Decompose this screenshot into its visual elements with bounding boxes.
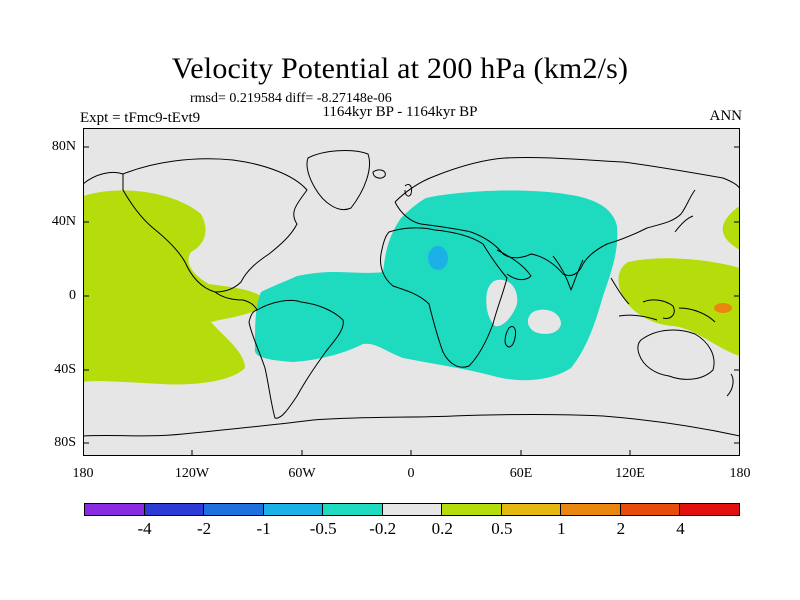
season-label: ANN	[709, 108, 743, 124]
positive-region-west-pacific	[618, 258, 740, 356]
colorbar-box	[560, 503, 621, 516]
lat-label-0: 0	[69, 288, 76, 303]
lat-label-40n: 40N	[51, 214, 76, 229]
lon-label-180w: 180	[72, 466, 94, 481]
colorbar-label: 2	[616, 519, 626, 538]
colorbar-box	[500, 503, 562, 516]
colorbar-label: -0.5	[309, 519, 337, 538]
axis-ticks	[83, 146, 740, 456]
colorbar-label: -2	[196, 519, 212, 538]
colorbar	[84, 503, 741, 516]
experiment-label: Expt = tFmc9-tEvt9	[80, 110, 201, 126]
lon-label-60e: 60E	[509, 466, 533, 481]
negative-core-sahara	[428, 246, 448, 270]
lon-label-180e: 180	[729, 466, 751, 481]
period-label: 1164kyr BP - 1164kyr BP	[322, 104, 478, 120]
map-panel	[83, 128, 740, 456]
colorbar-box	[381, 503, 443, 516]
colorbar-label: -1	[256, 519, 271, 538]
colorbar-label: 0.2	[431, 519, 453, 538]
colorbar-box	[203, 503, 264, 516]
positive-region-dateline-north	[722, 206, 740, 250]
colorbar-box	[143, 503, 205, 516]
colorbar-label: 1	[557, 519, 566, 538]
plot-title: Velocity Potential at 200 hPa (km2/s)	[171, 52, 629, 85]
colorbar-box	[262, 503, 324, 516]
lat-label-80n: 80N	[51, 139, 76, 154]
colorbar-label: -4	[137, 519, 152, 538]
lat-label-80s: 80S	[54, 435, 76, 450]
velocity-potential-map	[83, 128, 740, 456]
colorbar-box	[441, 503, 502, 516]
negative-region-africa-indian	[254, 190, 618, 381]
lon-label-60w: 60W	[288, 466, 316, 481]
colorbar-label: -0.2	[369, 519, 397, 538]
coastlines	[83, 150, 740, 437]
colorbar-label: 0.5	[491, 519, 513, 538]
lon-label-120e: 120E	[615, 466, 645, 481]
stats-line: rmsd= 0.219584 diff= -8.27148e-06	[190, 91, 392, 106]
colorbar-box	[84, 503, 145, 516]
positive-region-pacific	[83, 190, 267, 385]
neutral-hole-indian-ocean	[527, 309, 561, 334]
lon-label-0: 0	[407, 466, 415, 481]
colorbar-box	[619, 503, 681, 516]
colorbar-box	[679, 503, 741, 516]
colorbar-label: 4	[676, 519, 685, 538]
lon-label-120w: 120W	[174, 466, 210, 481]
colorbar-box	[322, 503, 383, 516]
neutral-hole-east-africa	[486, 279, 518, 327]
lat-label-40s: 40S	[54, 362, 76, 377]
positive-core-west-pacific	[714, 303, 732, 313]
